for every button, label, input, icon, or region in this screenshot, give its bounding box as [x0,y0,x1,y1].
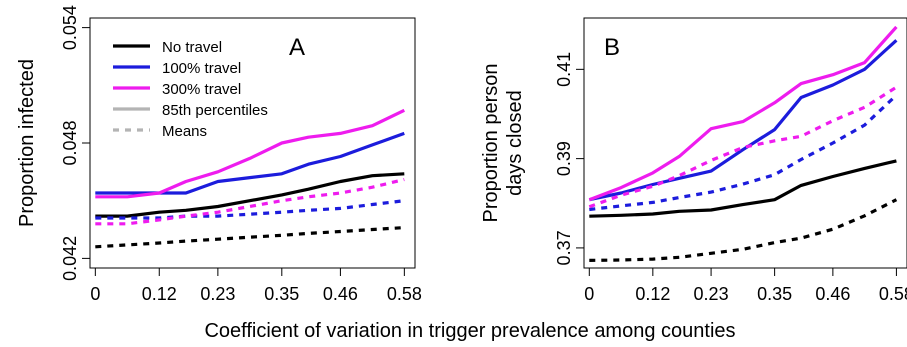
x-tick-label: 0.46 [323,284,358,304]
series-line-100-travel-p85 [95,131,405,195]
panel-label: B [604,34,620,61]
legend-label: Means [162,123,207,140]
x-tick-label: 0.35 [264,284,299,304]
series-line-300-travel-mean [95,177,405,226]
y-tick-label: 0.39 [554,141,574,176]
y-axis-label: Proportion person [480,64,502,223]
x-axis-label: Coefficient of variation in trigger prev… [204,320,735,342]
panel-b: 0 0.12 0.23 0.35 0.46 0.58 0.37 0.39 0.41 Proport… [480,17,907,304]
series-line-300-travel-p85 [588,25,898,202]
x-tick-label: 0 [584,284,594,304]
x-tick-label: 0.23 [200,284,235,304]
series-line-no-travel-p85 [95,172,405,218]
series-line-100-travel-p85 [588,39,898,202]
x-tick-label: 0.58 [387,284,422,304]
legend-label: 300% travel [162,81,241,98]
y-tick-label: 0.41 [554,52,574,87]
y-tick-label: 0.054 [60,5,80,50]
plot-frame [89,17,416,269]
legend-label: No travel [162,39,222,56]
y-axis-label: Proportion infected [16,59,38,227]
y-tick-label: 0.042 [60,236,80,281]
panel-label: A [289,34,305,61]
legend-label: 85th percentiles [162,102,268,119]
x-tick-label: 0.12 [142,284,177,304]
series-line-100-travel-mean [589,94,898,212]
series-line-no-travel-mean [589,198,898,262]
legend: No travel 100% travel 300% travel 85th perc… [113,39,268,140]
x-tick-label: 0.46 [815,284,850,304]
x-tick-label: 0 [90,284,100,304]
y-tick-label: 0.048 [60,120,80,165]
legend-label: 100% travel [162,60,241,77]
panel-a: 0 0.12 0.23 0.35 0.46 0.58 0.042 0.048 0.054 Prop… [16,5,422,304]
y-axis-label: days closed [504,90,526,196]
x-tick-label: 0.35 [757,284,792,304]
series-line-100-travel-mean [95,199,405,220]
series-line-no-travel-p85 [589,159,897,218]
x-tick-label: 0.12 [635,284,670,304]
x-tick-label: 0.23 [694,284,729,304]
x-tick-label: 0.58 [879,284,907,304]
plot-frame [583,17,907,269]
series-line-no-travel-mean [95,226,405,249]
y-tick-label: 0.37 [554,230,574,265]
series-line-300-travel-p85 [95,108,405,199]
